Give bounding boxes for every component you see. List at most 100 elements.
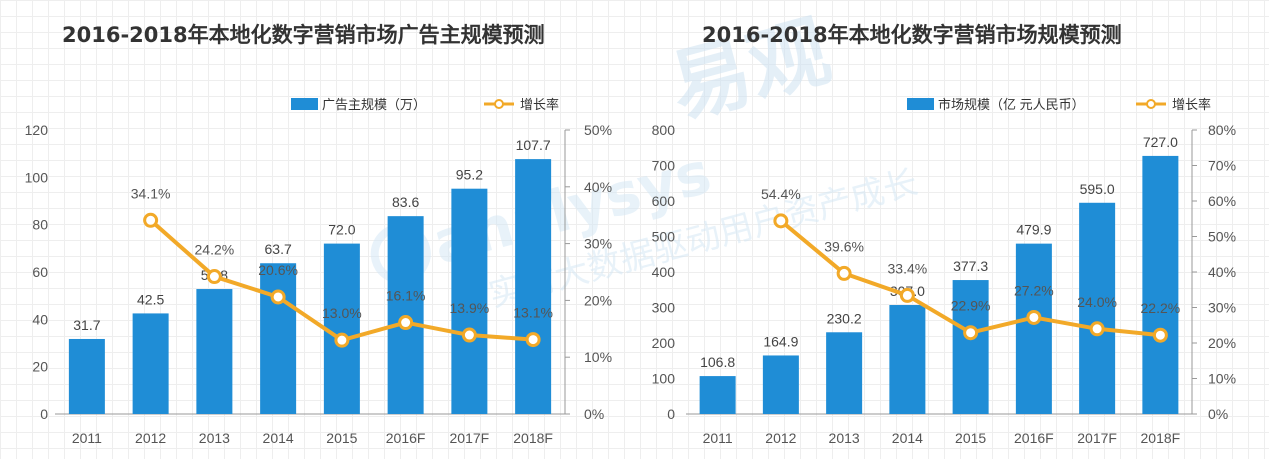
- growth-rate-point: [206, 269, 222, 285]
- bar-value-label: 377.3: [953, 258, 988, 274]
- left-axis-tick-label: 120: [25, 122, 49, 138]
- left-axis-tick-label: 0: [40, 406, 48, 422]
- x-axis-tick-label: 2015: [326, 430, 357, 446]
- left-axis-tick-label: 700: [652, 158, 676, 174]
- left-axis-tick-label: 100: [652, 371, 676, 387]
- right-axis-tick-label: 10%: [584, 349, 612, 365]
- bar: [762, 355, 799, 414]
- growth-rate-point: [773, 213, 789, 229]
- growth-rate-label: 13.1%: [513, 305, 553, 321]
- growth-rate-point: [899, 287, 915, 303]
- left-axis-tick-label: 400: [652, 264, 676, 280]
- left-axis-tick-label: 500: [652, 229, 676, 245]
- growth-rate-point: [1026, 309, 1042, 325]
- x-axis-tick-label: 2014: [892, 430, 923, 446]
- growth-rate-point: [398, 315, 414, 331]
- bar: [952, 280, 989, 414]
- legend-bar-label: 市场规模（亿 元人民币）: [938, 97, 1085, 112]
- bar: [132, 313, 169, 414]
- left-axis-tick-label: 60: [32, 264, 48, 280]
- bar: [323, 243, 360, 414]
- x-axis-tick-label: 2012: [135, 430, 166, 446]
- bar: [196, 289, 233, 414]
- x-axis-tick-label: 2016F: [386, 430, 426, 446]
- left-axis-tick-label: 100: [25, 169, 49, 185]
- growth-rate-point: [461, 327, 477, 343]
- growth-rate-label: 16.1%: [386, 288, 426, 304]
- legend-line-marker: [494, 99, 504, 109]
- growth-rate-point: [963, 325, 979, 341]
- chart-title: 2016-2018年本地化数字营销市场规模预测: [702, 23, 1122, 47]
- growth-rate-label: 39.6%: [824, 238, 864, 254]
- left-axis-tick-label: 20: [32, 359, 48, 375]
- bar-value-label: 727.0: [1143, 134, 1178, 150]
- legend-line-marker: [1146, 99, 1156, 109]
- left-axis-tick-label: 300: [652, 300, 676, 316]
- legend-bar-swatch: [291, 98, 318, 110]
- growth-rate-point: [143, 212, 159, 228]
- growth-rate-label: 27.2%: [1014, 282, 1054, 298]
- right-axis-tick-label: 70%: [1208, 158, 1236, 174]
- left-axis-tick-label: 40: [32, 311, 48, 327]
- bar-value-label: 107.7: [516, 137, 551, 153]
- right-axis-tick-label: 0%: [584, 406, 604, 422]
- right-axis-tick-label: 40%: [584, 179, 612, 195]
- right-axis-tick-label: 60%: [1208, 193, 1236, 209]
- right-axis-tick-label: 50%: [1208, 229, 1236, 245]
- right-axis-tick-label: 20%: [584, 292, 612, 308]
- bar: [1015, 243, 1052, 414]
- bar-value-label: 63.7: [265, 241, 292, 257]
- x-axis-tick-label: 2014: [263, 430, 294, 446]
- chart-advertiser-scale: 2016-2018年本地化数字营销市场广告主规模预测 0 20 40 60 80 100 12…: [25, 23, 612, 446]
- x-axis-tick-label: 2018F: [513, 430, 553, 446]
- bar: [515, 159, 552, 414]
- bar-value-label: 164.9: [763, 333, 798, 349]
- x-axis-tick-label: 2011: [703, 430, 733, 446]
- bar-value-label: 31.7: [73, 317, 100, 333]
- right-axis-tick-label: 0%: [1208, 406, 1228, 422]
- right-axis-tick-label: 50%: [584, 122, 612, 138]
- bar-value-label: 95.2: [456, 167, 483, 183]
- x-axis-tick-label: 2013: [829, 430, 860, 446]
- growth-rate-label: 22.2%: [1141, 300, 1181, 316]
- legend-bar-swatch: [907, 98, 934, 110]
- bar-value-label: 42.5: [137, 291, 164, 307]
- legend-line-label: 增长率: [520, 97, 559, 112]
- growth-rate-label: 24.0%: [1077, 294, 1117, 310]
- x-axis-tick-label: 2018F: [1141, 430, 1181, 446]
- x-axis-tick-label: 2015: [955, 430, 986, 446]
- right-axis-tick-label: 10%: [1208, 371, 1236, 387]
- bar: [451, 188, 488, 414]
- bar-value-label: 83.6: [392, 194, 419, 210]
- watermark: analysys 易观 实时大数据驱动用户资产成长: [370, 4, 922, 315]
- bar-value-label: 72.0: [328, 222, 355, 238]
- x-axis-tick-label: 2017F: [450, 430, 490, 446]
- growth-rate-label: 34.1%: [131, 185, 171, 201]
- growth-rate-point: [1152, 327, 1168, 343]
- growth-rate-label: 13.0%: [322, 305, 362, 321]
- left-axis-tick-label: 800: [652, 122, 676, 138]
- growth-rate-point: [334, 332, 350, 348]
- right-axis-tick-label: 40%: [1208, 264, 1236, 280]
- growth-rate-point: [836, 265, 852, 281]
- chart-title: 2016-2018年本地化数字营销市场广告主规模预测: [62, 23, 545, 47]
- left-axis-tick-label: 0: [667, 406, 675, 422]
- growth-rate-label: 54.4%: [761, 186, 801, 202]
- bar: [826, 332, 863, 414]
- bar: [260, 263, 297, 414]
- x-axis-tick-label: 2017F: [1077, 430, 1117, 446]
- growth-rate-label: 24.2%: [195, 242, 235, 258]
- bar: [1079, 202, 1116, 414]
- legend-line-label: 增长率: [1172, 97, 1211, 112]
- growth-rate-point: [525, 332, 541, 348]
- right-axis-tick-label: 30%: [1208, 300, 1236, 316]
- growth-rate-point: [270, 289, 286, 305]
- bar: [699, 376, 736, 414]
- x-axis-tick-label: 2013: [199, 430, 230, 446]
- left-axis-tick-label: 200: [652, 335, 676, 351]
- x-axis-tick-label: 2016F: [1014, 430, 1054, 446]
- right-axis-tick-label: 30%: [584, 236, 612, 252]
- growth-rate-label: 20.6%: [258, 262, 298, 278]
- legend-bar-label: 广告主规模（万）: [322, 97, 426, 112]
- bar-value-label: 106.8: [700, 354, 735, 370]
